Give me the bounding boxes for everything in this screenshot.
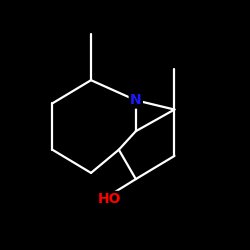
Text: HO: HO bbox=[98, 192, 121, 206]
Text: N: N bbox=[130, 93, 142, 107]
